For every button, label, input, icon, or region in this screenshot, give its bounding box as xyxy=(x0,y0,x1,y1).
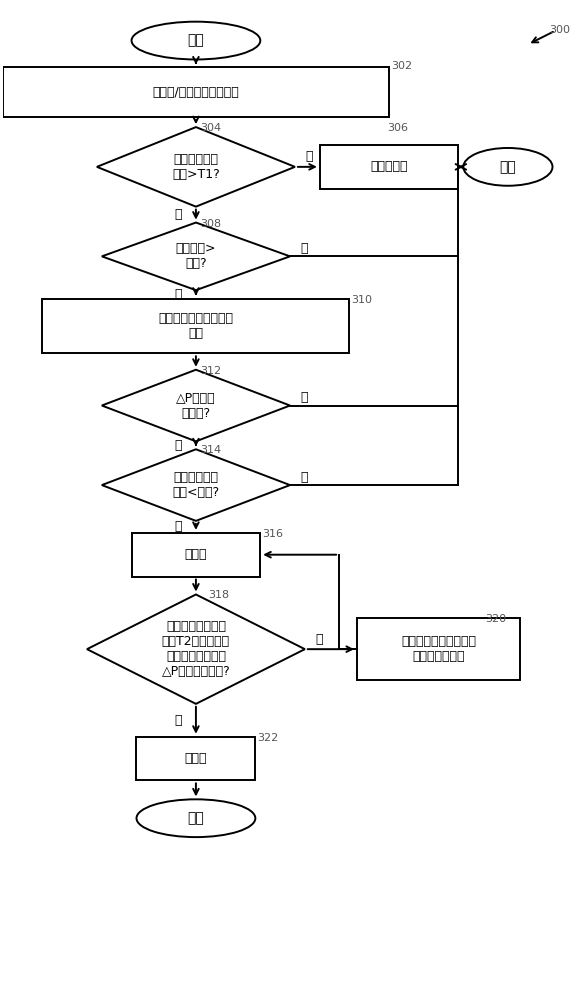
Text: 结束: 结束 xyxy=(499,160,516,174)
Text: 容器中的流体水平
到达T2或底壳中的
流体水平到阈值或
△P在阈值范围外?: 容器中的流体水平 到达T2或底壳中的 流体水平到阈值或 △P在阈值范围外? xyxy=(162,620,230,678)
Text: 底壳中的流体
水平<阈值?: 底壳中的流体 水平<阈值? xyxy=(172,471,220,499)
Bar xyxy=(131,533,260,577)
Text: 否: 否 xyxy=(305,150,312,163)
Text: 机油温度>
阈值?: 机油温度> 阈值? xyxy=(176,242,216,270)
Text: 306: 306 xyxy=(387,123,408,133)
Text: 是: 是 xyxy=(175,520,182,533)
Text: 估计和/或测量发动机工况: 估计和/或测量发动机工况 xyxy=(152,86,239,99)
Text: 否: 否 xyxy=(300,391,308,404)
Text: 继续将流体排放到底壳
内。维持阀打开: 继续将流体排放到底壳 内。维持阀打开 xyxy=(401,635,476,663)
Bar xyxy=(357,618,520,680)
Bar xyxy=(319,145,458,189)
Polygon shape xyxy=(102,449,290,521)
Text: 310: 310 xyxy=(352,295,373,305)
Text: 318: 318 xyxy=(208,590,229,600)
Ellipse shape xyxy=(137,799,255,837)
Text: 打开阀: 打开阀 xyxy=(185,548,207,561)
Text: 是: 是 xyxy=(175,208,182,221)
Text: 关闭阀: 关闭阀 xyxy=(185,752,207,765)
Text: 302: 302 xyxy=(391,61,412,71)
Text: 维持阀关闭: 维持阀关闭 xyxy=(370,160,408,173)
Text: 是: 是 xyxy=(175,439,182,452)
Text: 否: 否 xyxy=(300,471,308,484)
Polygon shape xyxy=(102,370,290,441)
Text: 320: 320 xyxy=(486,614,507,624)
Polygon shape xyxy=(87,594,305,704)
Text: 304: 304 xyxy=(200,123,221,133)
Text: △P在阈值
范围内?: △P在阈值 范围内? xyxy=(176,392,215,420)
Text: 308: 308 xyxy=(200,219,221,229)
Text: 300: 300 xyxy=(550,25,571,35)
Text: 是: 是 xyxy=(175,288,182,301)
Text: 312: 312 xyxy=(200,366,221,376)
Text: 316: 316 xyxy=(262,529,283,539)
Text: 否: 否 xyxy=(315,633,322,646)
Bar xyxy=(137,737,255,780)
Text: 结束: 结束 xyxy=(187,811,204,825)
Ellipse shape xyxy=(463,148,552,186)
Bar xyxy=(43,299,349,353)
Text: 否: 否 xyxy=(300,242,308,255)
Text: 开始: 开始 xyxy=(187,34,204,48)
Text: 是: 是 xyxy=(175,714,182,727)
Text: 314: 314 xyxy=(200,445,221,455)
Text: 322: 322 xyxy=(258,733,279,743)
Polygon shape xyxy=(97,127,295,207)
Polygon shape xyxy=(102,223,290,290)
Bar xyxy=(3,67,389,117)
Text: 容器中的流体
水平>T1?: 容器中的流体 水平>T1? xyxy=(172,153,220,181)
Ellipse shape xyxy=(131,22,260,59)
Text: 确定容器与底壳之间的
压差: 确定容器与底壳之间的 压差 xyxy=(158,312,234,340)
